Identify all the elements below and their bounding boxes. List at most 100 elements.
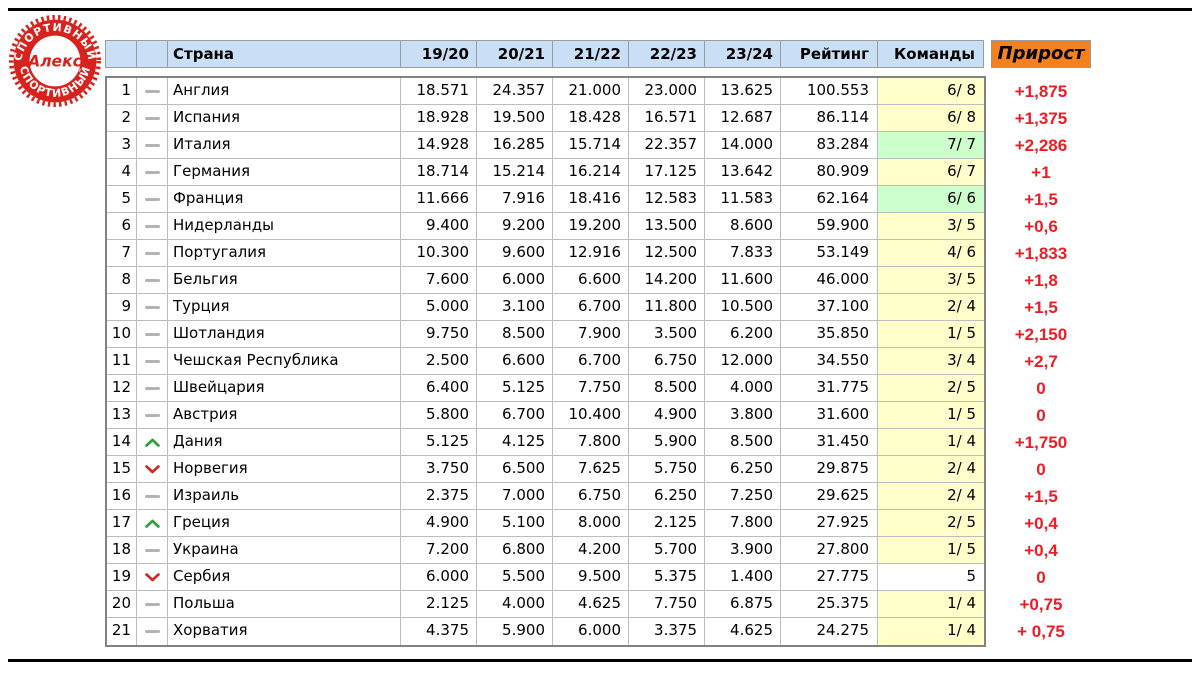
table-row: 21 Хорватия 4.375 5.900 6.000 3.375 4.625 24.27… — [107, 618, 984, 645]
ranking-table-body: 1 Англия 18.571 24.357 21.000 23.000 13.625 100… — [105, 76, 986, 647]
growth-value: +2,150 — [1014, 325, 1068, 344]
rating-cell: 80.909 — [781, 159, 878, 185]
growth-column: +1,875 +1,375 +2,286 +1 +1,5 +0,6 +1,833 +1,8 +1… — [991, 78, 1091, 645]
season-value-cell: 7.625 — [553, 456, 629, 482]
movement-cell — [137, 456, 168, 482]
rank-cell: 21 — [107, 618, 137, 645]
movement-same-icon — [144, 305, 160, 309]
header-season-19-20: 19/20 — [400, 41, 476, 67]
movement-cell — [137, 402, 168, 428]
header-season-22-23: 22/23 — [628, 41, 704, 67]
rating-cell: 35.850 — [781, 321, 878, 347]
movement-down-icon — [144, 464, 160, 473]
season-value-cell: 23.000 — [629, 78, 705, 104]
table-row: 11 Чешская Республика 2.500 6.600 6.700 6.750… — [107, 348, 984, 375]
rating-cell: 86.114 — [781, 105, 878, 131]
season-value-cell: 9.500 — [553, 564, 629, 590]
teams-cell: 6/ 8 — [878, 78, 984, 104]
season-value-cell: 6.875 — [705, 591, 781, 617]
country-cell: Дания — [168, 429, 401, 455]
table-row: 15 Норвегия 3.750 6.500 7.625 5.750 6.250 29.87… — [107, 456, 984, 483]
table-row: 13 Австрия 5.800 6.700 10.400 4.900 3.800 31.60… — [107, 402, 984, 429]
rank-cell: 12 — [107, 375, 137, 401]
season-value-cell: 3.100 — [477, 294, 553, 320]
table-row: 8 Бельгия 7.600 6.000 6.600 14.200 11.600 46.00… — [107, 267, 984, 294]
table-row: 12 Швейцария 6.400 5.125 7.750 8.500 4.000 31.7… — [107, 375, 984, 402]
rank-cell: 7 — [107, 240, 137, 266]
season-value-cell: 18.571 — [401, 78, 477, 104]
season-value-cell: 6.400 — [401, 375, 477, 401]
season-value-cell: 4.000 — [705, 375, 781, 401]
season-value-cell: 12.916 — [553, 240, 629, 266]
teams-cell: 4/ 6 — [878, 240, 984, 266]
top-divider — [8, 8, 1192, 11]
table-row: 20 Польша 2.125 4.000 4.625 7.750 6.875 25.375 1… — [107, 591, 984, 618]
movement-same-icon — [144, 548, 160, 552]
country-cell: Франция — [168, 186, 401, 212]
season-value-cell: 7.833 — [705, 240, 781, 266]
season-value-cell: 3.900 — [705, 537, 781, 563]
movement-same-icon — [144, 251, 160, 255]
table-row: 1 Англия 18.571 24.357 21.000 23.000 13.625 100… — [107, 78, 984, 105]
movement-same-icon — [144, 332, 160, 336]
country-cell: Испания — [168, 105, 401, 131]
season-value-cell: 6.750 — [553, 483, 629, 509]
table-row: 3 Италия 14.928 16.285 15.714 22.357 14.000 83.… — [107, 132, 984, 159]
rank-cell: 1 — [107, 78, 137, 104]
season-value-cell: 6.700 — [553, 348, 629, 374]
movement-same-icon — [144, 386, 160, 390]
growth-value: +2,7 — [1024, 352, 1058, 371]
country-cell: Норвегия — [168, 456, 401, 482]
season-value-cell: 7.750 — [629, 591, 705, 617]
season-value-cell: 5.750 — [629, 456, 705, 482]
movement-same-icon — [144, 630, 160, 633]
growth-value: +1,5 — [1024, 487, 1058, 506]
season-value-cell: 18.714 — [401, 159, 477, 185]
season-value-cell: 11.800 — [629, 294, 705, 320]
season-value-cell: 12.687 — [705, 105, 781, 131]
rank-cell: 2 — [107, 105, 137, 131]
country-cell: Португалия — [168, 240, 401, 266]
season-value-cell: 6.700 — [477, 402, 553, 428]
growth-value: +1 — [1031, 163, 1051, 182]
header-country: Страна — [167, 41, 400, 67]
season-value-cell: 10.500 — [705, 294, 781, 320]
table-row: 10 Шотландия 9.750 8.500 7.900 3.500 6.200 35.8… — [107, 321, 984, 348]
rank-cell: 4 — [107, 159, 137, 185]
season-value-cell: 6.500 — [477, 456, 553, 482]
season-value-cell: 5.100 — [477, 510, 553, 536]
rating-cell: 25.375 — [781, 591, 878, 617]
season-value-cell: 3.750 — [401, 456, 477, 482]
season-value-cell: 4.200 — [553, 537, 629, 563]
growth-value: +0,4 — [1024, 541, 1058, 560]
season-value-cell: 9.750 — [401, 321, 477, 347]
movement-cell — [137, 105, 168, 131]
season-value-cell: 7.750 — [553, 375, 629, 401]
growth-value: 0 — [1036, 379, 1046, 398]
season-value-cell: 5.000 — [401, 294, 477, 320]
growth-value: +0,6 — [1024, 217, 1058, 236]
teams-cell: 1/ 4 — [878, 429, 984, 455]
movement-cell — [137, 429, 168, 455]
rating-cell: 37.100 — [781, 294, 878, 320]
season-value-cell: 6.700 — [553, 294, 629, 320]
movement-cell — [137, 564, 168, 590]
movement-same-icon — [144, 116, 160, 120]
season-value-cell: 15.214 — [477, 159, 553, 185]
season-value-cell: 2.500 — [401, 348, 477, 374]
movement-same-icon — [144, 602, 160, 606]
season-value-cell: 5.900 — [477, 618, 553, 645]
growth-value: +1,375 — [1014, 109, 1068, 128]
movement-up-icon — [144, 519, 160, 528]
season-value-cell: 19.200 — [553, 213, 629, 239]
season-value-cell: 9.600 — [477, 240, 553, 266]
bottom-divider — [8, 659, 1192, 662]
season-value-cell: 7.916 — [477, 186, 553, 212]
teams-cell: 7/ 7 — [878, 132, 984, 158]
table-row: 4 Германия 18.714 15.214 16.214 17.125 13.642 8… — [107, 159, 984, 186]
season-value-cell: 19.500 — [477, 105, 553, 131]
table-row: 6 Нидерланды 9.400 9.200 19.200 13.500 8.600 59… — [107, 213, 984, 240]
table-row: 19 Сербия 6.000 5.500 9.500 5.375 1.400 27.775 5 — [107, 564, 984, 591]
movement-same-icon — [144, 197, 160, 201]
